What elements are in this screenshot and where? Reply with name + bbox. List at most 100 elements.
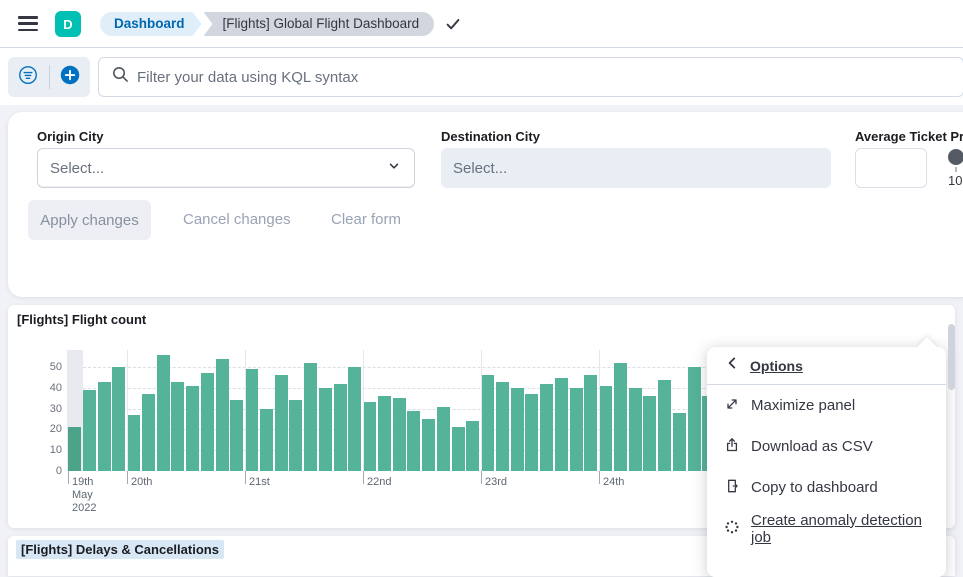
chart-bar — [687, 367, 701, 471]
chart-bar — [348, 367, 362, 471]
menu-icon[interactable] — [18, 16, 38, 32]
menu-item-label: Create anomaly detection job — [751, 511, 922, 546]
dashboard-controls-panel: Origin City Select... Destination City S… — [8, 112, 963, 297]
y-axis-tick-label: 10 — [49, 444, 62, 457]
breadcrumb-current-dashboard: [Flights] Global Flight Dashboard — [203, 12, 435, 36]
menu-divider — [707, 384, 946, 385]
origin-city-placeholder: Select... — [50, 159, 105, 177]
menu-item-maximize-panel[interactable]: Maximize panel — [707, 385, 946, 426]
chart-bar — [363, 402, 377, 471]
chart-bar — [215, 358, 229, 471]
scrollbar-thumb[interactable] — [948, 324, 955, 390]
chart-bar — [510, 387, 524, 471]
x-gridline — [245, 350, 246, 471]
y-axis-tick-label: 20 — [49, 423, 62, 436]
filter-fields-button[interactable] — [8, 57, 49, 97]
chart-bar — [377, 396, 391, 471]
y-axis-tick-label: 50 — [49, 361, 62, 374]
add-filter-button[interactable] — [49, 57, 90, 97]
chart-bar — [554, 377, 568, 471]
menu-item-create-anomaly-detection-job[interactable]: Create anomaly detection job — [707, 508, 946, 549]
chart-bar — [422, 419, 436, 471]
button-group-divider — [48, 65, 50, 89]
ml-icon — [724, 519, 740, 539]
chart-bar — [289, 400, 303, 471]
y-axis-tick-label: 0 — [55, 465, 62, 477]
space-avatar[interactable]: D — [55, 11, 81, 37]
y-gridline — [68, 367, 945, 369]
price-slider-handle[interactable] — [948, 149, 963, 165]
chart-bar — [171, 381, 185, 471]
chart-bar — [628, 387, 642, 471]
menu-item-label: Download as CSV — [751, 438, 873, 455]
average-ticket-price-input[interactable] — [855, 148, 927, 188]
x-axis-tick-label: 20th — [131, 476, 153, 488]
destination-city-label: Destination City — [441, 129, 540, 144]
download-icon — [724, 437, 740, 457]
x-gridline — [599, 350, 600, 471]
x-gridline — [127, 350, 128, 471]
chart-bar — [304, 362, 318, 471]
x-axis-tick — [599, 471, 600, 484]
destination-city-select[interactable]: Select... — [441, 148, 831, 188]
chart-bar — [274, 375, 288, 471]
menu-item-label: Copy to dashboard — [751, 479, 878, 496]
x-axis-tick — [481, 471, 482, 484]
chart-bar — [82, 389, 96, 471]
destination-city-placeholder: Select... — [453, 159, 508, 177]
search-icon — [112, 66, 129, 88]
x-axis-tick-label: 21st — [249, 476, 270, 488]
x-axis-tick-label: 19th May 2022 — [72, 476, 97, 514]
chart-bar — [318, 387, 332, 471]
menu-item-copy-to-dashboard[interactable]: Copy to dashboard — [707, 467, 946, 508]
kql-query-input[interactable] — [137, 58, 963, 96]
kql-query-bar[interactable] — [98, 57, 963, 97]
chart-bar — [525, 394, 539, 471]
chart-bar — [658, 379, 672, 471]
chart-bar — [599, 385, 613, 471]
clear-form-button[interactable]: Clear form — [331, 200, 401, 240]
flight-count-panel: [Flights] Flight count 0 10 20 30 40 50 19th Ma… — [8, 305, 955, 528]
navigation-bar: D Dashboard [Flights] Global Flight Dash… — [0, 0, 963, 48]
chart-bar — [68, 427, 82, 471]
filter-circle-icon — [18, 65, 38, 90]
check-icon[interactable] — [444, 15, 462, 33]
x-gridline — [363, 350, 364, 471]
options-menu-title: Options — [750, 357, 803, 374]
chart-bar — [540, 383, 554, 471]
chart-bar — [495, 381, 509, 471]
panel-options-menu: Options Maximize panel Download as CSV — [707, 337, 946, 577]
x-axis-tick — [363, 471, 364, 484]
chart-bar — [186, 385, 200, 471]
chart-bar — [569, 387, 583, 471]
menu-item-download-csv[interactable]: Download as CSV — [707, 426, 946, 467]
breadcrumb-dashboard[interactable]: Dashboard — [100, 12, 202, 36]
plus-circle-icon — [60, 65, 80, 90]
chart-bar — [97, 381, 111, 471]
price-slider-min-label: 100 — [948, 173, 963, 188]
chart-bar — [451, 427, 465, 471]
chevron-down-icon — [386, 158, 402, 178]
y-axis-tick-label: 40 — [49, 381, 62, 394]
top-header: D Dashboard [Flights] Global Flight Dash… — [0, 0, 963, 105]
chart-bar — [245, 369, 259, 471]
filter-button-group — [8, 57, 90, 97]
copy-icon — [724, 478, 740, 498]
chart-bar — [156, 354, 170, 471]
maximize-icon — [724, 396, 740, 416]
chart-bar — [584, 375, 598, 471]
chart-bar — [392, 398, 406, 471]
menu-item-label: Maximize panel — [751, 397, 856, 414]
x-axis-tick-label: 24th — [603, 476, 625, 488]
cancel-changes-button[interactable]: Cancel changes — [183, 200, 291, 240]
x-gridline — [481, 350, 482, 471]
options-menu-header[interactable]: Options — [707, 347, 946, 384]
x-axis-tick-label: 23rd — [485, 476, 508, 488]
price-slider-tick — [955, 167, 957, 172]
origin-city-select[interactable]: Select... — [37, 148, 415, 188]
chevron-left-icon — [724, 355, 740, 376]
x-axis-tick-label: 22nd — [367, 476, 392, 488]
chart-bar — [333, 383, 347, 471]
breadcrumb: Dashboard [Flights] Global Flight Dashbo… — [100, 12, 462, 36]
apply-changes-button[interactable]: Apply changes — [28, 200, 151, 240]
